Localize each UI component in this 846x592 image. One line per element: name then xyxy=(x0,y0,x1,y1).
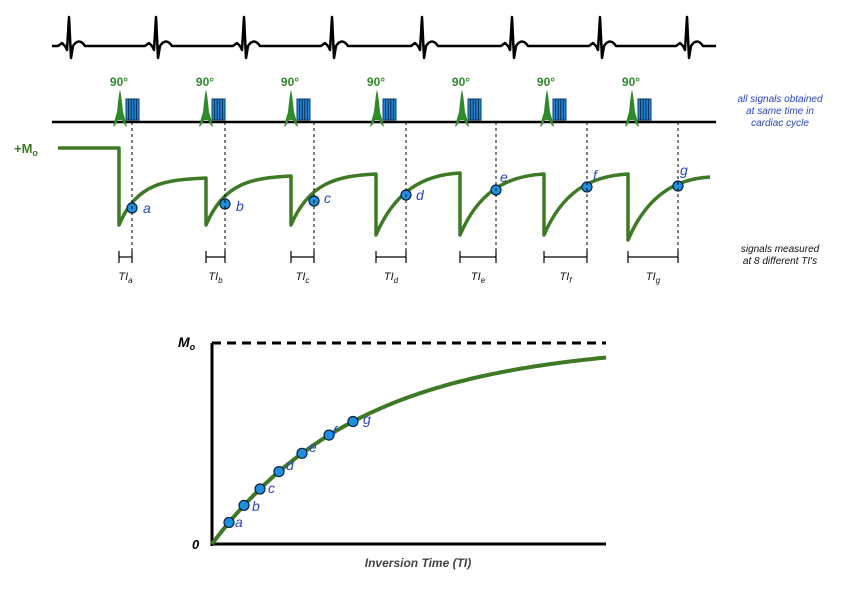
sample-label-a: a xyxy=(143,200,151,216)
plot-label-a: a xyxy=(235,514,243,530)
y-top-label-sub: o xyxy=(190,342,196,352)
ti-label-prefix: TI xyxy=(646,271,656,283)
inversion-pulse-shape xyxy=(455,90,469,127)
ti-label-subscript: d xyxy=(394,276,399,285)
note-all-signals-line1: all signals obtained xyxy=(737,94,822,105)
ti-label-d: TId xyxy=(384,271,399,285)
ti-label-subscript: b xyxy=(218,276,223,285)
pulse-label-90deg: 90° xyxy=(537,75,555,89)
x-axis-label: Inversion Time (TI) xyxy=(365,556,471,570)
svg-text:+Mo: +Mo xyxy=(14,141,38,158)
m0-label: +Mo xyxy=(14,141,38,158)
m0-label-sub: o xyxy=(32,148,38,158)
pulse-group-b: 90° xyxy=(196,75,226,127)
plot-label-c: c xyxy=(268,480,275,496)
ti-label-subscript: e xyxy=(481,276,486,285)
note-all-signals-line3: cardiac cycle xyxy=(751,118,809,129)
m0-label-main: +M xyxy=(14,141,32,156)
plot-label-g: g xyxy=(363,411,371,427)
plot-point-g xyxy=(347,415,359,428)
readout-block xyxy=(552,98,567,121)
plot-label-f: f xyxy=(333,423,339,439)
pulse-group-e: 90° xyxy=(452,75,482,127)
inversion-pulse-shape xyxy=(625,90,639,127)
readout-block xyxy=(296,98,311,121)
ti-label-prefix: TI xyxy=(471,271,481,283)
pulse-label-90deg: 90° xyxy=(452,75,470,89)
rf-pulse-timeline: 90° 90° 90° 90° 90° 90° 90° xyxy=(52,75,716,127)
plot-point-d xyxy=(273,466,285,478)
plot-label-b: b xyxy=(252,498,260,514)
inversion-pulse-shape xyxy=(540,90,554,127)
recovery-exponential-curve xyxy=(210,355,607,546)
ti-interval-markers: TIa TIb TIc TId TIe TIf TIg xyxy=(118,122,679,285)
ti-label-e: TIe xyxy=(471,271,486,285)
plot-point-b xyxy=(238,499,250,511)
readout-block xyxy=(467,98,482,121)
ti-label-prefix: TI xyxy=(208,271,218,283)
note-signals-measured-line2: at 8 different TI's xyxy=(743,256,817,267)
ti-label-c: TIc xyxy=(296,271,310,285)
pulse-label-90deg: 90° xyxy=(367,75,385,89)
inversion-pulse-shape xyxy=(113,90,127,127)
ti-label-prefix: TI xyxy=(118,271,128,283)
pulse-label-90deg: 90° xyxy=(110,75,128,89)
plot-point-c xyxy=(254,483,266,495)
readout-block xyxy=(125,98,140,121)
ti-label-subscript: g xyxy=(656,276,661,285)
pulse-label-90deg: 90° xyxy=(622,75,640,89)
sample-label-c: c xyxy=(324,190,331,206)
sample-label-d: d xyxy=(416,187,425,203)
inversion-pulse-shape xyxy=(370,90,384,127)
inversion-pulse-shape xyxy=(284,90,298,127)
magnetization-curve: a b c d e f g xyxy=(58,146,711,242)
side-notes: all signals obtained at same time in car… xyxy=(737,94,822,267)
origin-label: 0 xyxy=(192,537,200,552)
ti-label-a: TIa xyxy=(118,271,133,285)
ti-label-f: TIf xyxy=(559,271,572,285)
ecg-trace xyxy=(52,15,716,60)
plot-point-f xyxy=(323,429,335,441)
plot-label-d: d xyxy=(286,457,295,473)
ecg-line xyxy=(52,15,716,60)
ti-label-subscript: c xyxy=(305,276,309,285)
ti-label-subscript: a xyxy=(128,276,133,285)
pulse-group-d: 90° xyxy=(367,75,397,127)
sample-label-f: f xyxy=(593,167,599,183)
recovery-curve-line xyxy=(58,146,711,242)
note-signals-measured-line1: signals measured xyxy=(741,244,820,255)
y-top-label-main: M xyxy=(178,334,190,350)
pulse-label-90deg: 90° xyxy=(281,75,299,89)
pulse-group-c: 90° xyxy=(281,75,311,127)
sample-label-b: b xyxy=(236,198,244,214)
ti-label-prefix: TI xyxy=(384,271,394,283)
inversion-pulse-shape xyxy=(199,90,213,127)
ti-label-subscript: f xyxy=(569,276,572,285)
sample-label-e: e xyxy=(500,169,508,185)
plot-label-e: e xyxy=(309,439,317,455)
readout-block xyxy=(382,98,397,121)
ti-label-prefix: TI xyxy=(296,271,306,283)
note-all-signals-line2: at same time in xyxy=(746,106,814,117)
ti-label-prefix: TI xyxy=(559,271,569,283)
plot-point-e xyxy=(296,447,308,459)
sample-label-g: g xyxy=(680,162,688,178)
pulse-group-f: 90° xyxy=(537,75,567,127)
readout-block xyxy=(637,98,652,121)
y-top-label: Mo xyxy=(178,334,196,352)
ti-label-b: TIb xyxy=(208,271,223,285)
ti-label-g: TIg xyxy=(646,271,661,285)
plot-point-a xyxy=(223,516,235,529)
readout-block xyxy=(211,98,226,121)
pulse-group-g: 90° xyxy=(622,75,652,127)
pulse-label-90deg: 90° xyxy=(196,75,214,89)
pulse-group-a: 90° xyxy=(110,75,140,127)
